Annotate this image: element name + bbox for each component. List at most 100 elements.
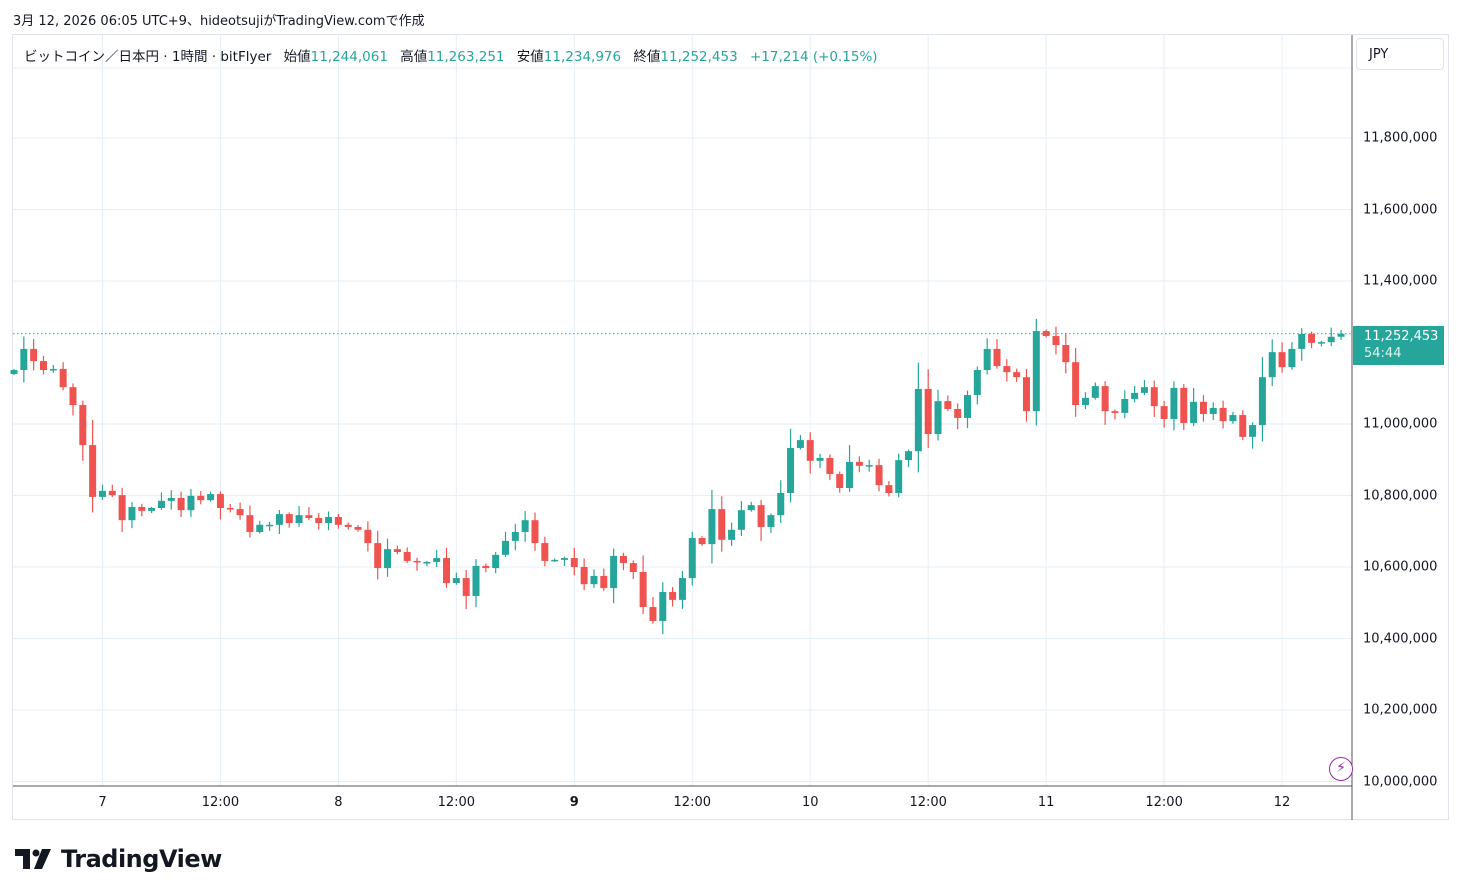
lightning-icon[interactable]: ⚡ [1329, 757, 1353, 781]
candle-up [492, 554, 500, 569]
brand-name: TradingView [61, 845, 222, 873]
candle-down [885, 485, 893, 493]
candle-down [59, 368, 67, 388]
candle-down [315, 518, 323, 524]
candle-up [511, 531, 519, 541]
candle-down [30, 348, 38, 362]
candle-up [905, 451, 913, 461]
candle-down [69, 387, 77, 406]
candle-down [108, 490, 116, 496]
x-tick-label: 12 [1273, 795, 1291, 810]
candle-up [472, 565, 480, 596]
y-tick-label: 11,800,000 [1363, 130, 1438, 146]
candle-up [865, 465, 873, 467]
candle-up [1249, 425, 1257, 437]
candle-down [1239, 415, 1247, 437]
candle-down [79, 405, 87, 446]
candle-up [1288, 348, 1296, 368]
candle-up [678, 578, 686, 600]
candle-down [1003, 366, 1011, 373]
y-tick-label: 11,000,000 [1363, 416, 1438, 432]
x-tick-label: 8 [334, 795, 343, 810]
chart-caption: 3月 12, 2026 06:05 UTC+9、hideotsujiがTradi… [13, 14, 425, 29]
candle-down [364, 529, 372, 544]
candle-up [1258, 377, 1266, 426]
y-tick-label: 10,400,000 [1363, 631, 1438, 646]
candle-down [826, 457, 834, 475]
candle-up [187, 495, 195, 511]
candle-up [256, 524, 264, 532]
candle-up [787, 447, 795, 493]
candle-up [551, 559, 559, 562]
open-value: 11,244,061 [310, 49, 388, 65]
y-tick-label: 11,400,000 [1363, 273, 1438, 289]
candle-down [629, 563, 637, 573]
candle-down [600, 575, 608, 589]
candle-up [934, 401, 942, 435]
candle-down [1072, 362, 1080, 406]
candle-down [1160, 406, 1168, 419]
y-tick-label: 10,800,000 [1363, 488, 1438, 503]
high-label: 高値 [400, 49, 428, 65]
candle-down [177, 498, 185, 511]
current-price: 11,252,453 [1364, 329, 1439, 344]
candle-down [462, 578, 470, 596]
candle-up [1131, 392, 1139, 399]
candle-up [895, 460, 903, 493]
candle-up [20, 348, 28, 371]
candle-down [1199, 401, 1207, 414]
candle-down [89, 445, 97, 497]
candle-down [1101, 386, 1109, 412]
chart-frame [12, 34, 1449, 820]
current-price-label: 11,252,453 54:44 [1353, 326, 1444, 365]
candle-down [580, 567, 588, 585]
candle-down [1062, 344, 1070, 363]
candle-up [157, 500, 165, 509]
low-label: 安値 [516, 49, 544, 65]
candle-up [846, 461, 854, 488]
candle-up [148, 508, 156, 511]
candle-down [1180, 387, 1188, 423]
candle-up [1337, 333, 1345, 337]
candle-up [207, 494, 215, 501]
candle-down [1308, 333, 1316, 343]
candle-down [875, 465, 883, 486]
candle-up [983, 348, 991, 371]
ohlc-legend: ビットコイン／日本円 · 1時間 · bitFlyer 始値11,244,061… [24, 45, 878, 65]
candle-up [560, 558, 568, 560]
candle-up [384, 549, 392, 569]
currency-button[interactable]: JPY [1356, 38, 1444, 70]
candle-down [944, 401, 952, 409]
candle-down [1219, 407, 1227, 422]
high-value: 11,263,251 [427, 49, 505, 65]
candle-down [1278, 352, 1286, 368]
candle-up [1081, 397, 1089, 406]
candle-down [924, 388, 932, 435]
candle-up [1327, 336, 1335, 343]
candle-up [275, 514, 283, 525]
candle-down [993, 348, 1001, 367]
tradingview-logo[interactable]: TradingView [15, 845, 222, 873]
candle-up [1209, 407, 1217, 414]
candle-down [698, 538, 706, 545]
x-tick-label: 9 [569, 795, 579, 810]
x-tick-label: 7 [98, 795, 107, 810]
candle-up [128, 506, 136, 521]
symbol-label[interactable]: ビットコイン／日本円 · 1時間 · bitFlyer [24, 49, 272, 65]
candle-up [914, 388, 922, 452]
y-tick-label: 10,600,000 [1363, 559, 1438, 575]
candle-up [10, 370, 18, 374]
candle-up [423, 561, 431, 564]
y-tick-label: 10,200,000 [1363, 702, 1438, 718]
x-tick-label: 11 [1037, 795, 1055, 810]
candle-down [570, 558, 578, 567]
candle-up [452, 578, 460, 584]
candle-down [197, 495, 205, 501]
candle-up [502, 540, 509, 555]
candle-up [49, 368, 57, 371]
candle-down [216, 494, 224, 509]
candle-up [708, 509, 716, 545]
x-tick-label: 10 [801, 795, 819, 810]
candle-down [285, 514, 293, 524]
